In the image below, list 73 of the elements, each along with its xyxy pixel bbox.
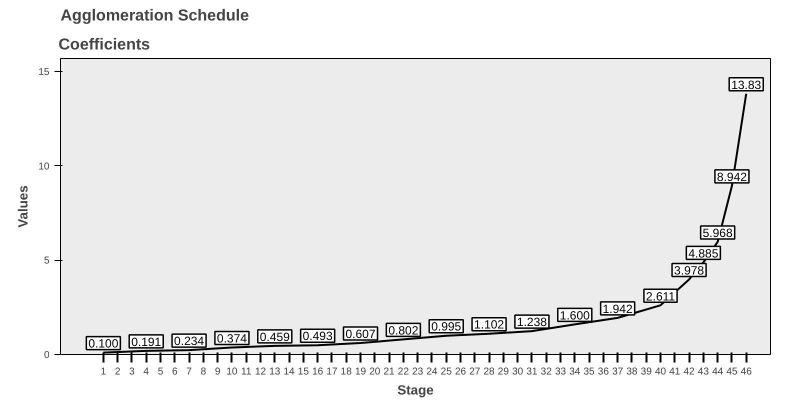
x-tick-label: 24 bbox=[426, 366, 438, 378]
x-tick-label: 22 bbox=[398, 366, 410, 378]
y-tick-label: 10 bbox=[38, 161, 50, 172]
x-tick-label: 23 bbox=[412, 366, 424, 378]
x-tick-label: 8 bbox=[200, 366, 207, 378]
data-label: 1.600 bbox=[560, 308, 590, 322]
x-tick-label: 36 bbox=[598, 366, 610, 378]
y-tick-label: 15 bbox=[38, 67, 50, 78]
x-tick-label: 12 bbox=[254, 366, 266, 378]
data-label: 2.611 bbox=[646, 289, 676, 304]
data-label: 0.234 bbox=[174, 334, 204, 348]
x-tick-label: 38 bbox=[626, 366, 638, 378]
x-tick-label: 37 bbox=[612, 366, 624, 378]
x-tick-label: 9 bbox=[214, 366, 221, 378]
x-tick-label: 27 bbox=[469, 366, 481, 378]
y-tick-label: 5 bbox=[44, 256, 50, 267]
x-tick-label: 20 bbox=[369, 366, 381, 378]
data-label: 0.100 bbox=[88, 336, 119, 351]
data-label: 13.83 bbox=[731, 78, 762, 92]
x-tick-label: 10 bbox=[226, 366, 238, 378]
chart-title: Agglomeration Schedule bbox=[60, 8, 250, 24]
data-label: 0.459 bbox=[260, 330, 290, 344]
x-tick-label: 44 bbox=[712, 366, 724, 378]
data-label: 1.942 bbox=[602, 302, 633, 316]
x-tick-label: 40 bbox=[654, 366, 666, 378]
data-label: 4.885 bbox=[688, 246, 719, 260]
data-label: 0.191 bbox=[131, 334, 162, 349]
x-tick-label: 30 bbox=[512, 366, 524, 378]
x-tick-label: 33 bbox=[554, 366, 566, 378]
data-label: 0.607 bbox=[345, 327, 376, 342]
data-label: 8.942 bbox=[716, 170, 748, 184]
data-label: 0.374 bbox=[216, 331, 248, 346]
x-tick-label: 5 bbox=[158, 366, 164, 378]
x-tick-label: 3 bbox=[129, 366, 136, 378]
x-tick-label: 17 bbox=[326, 366, 338, 378]
data-label: 0.802 bbox=[388, 323, 419, 338]
data-label: 0.493 bbox=[302, 329, 333, 344]
x-tick-label: 7 bbox=[186, 366, 192, 378]
data-label: 1.238 bbox=[516, 315, 548, 330]
x-tick-label: 35 bbox=[584, 366, 596, 378]
x-tick-label: 28 bbox=[484, 366, 496, 378]
x-tick-label: 32 bbox=[540, 366, 552, 378]
x-tick-label: 41 bbox=[669, 366, 681, 378]
x-tick-label: 14 bbox=[284, 366, 296, 378]
x-tick-label: 4 bbox=[143, 366, 150, 378]
x-tick-label: 2 bbox=[114, 366, 121, 378]
x-tick-label: 29 bbox=[498, 366, 510, 378]
x-tick-label: 46 bbox=[740, 366, 752, 378]
x-tick-label: 39 bbox=[640, 366, 652, 378]
x-tick-label: 21 bbox=[384, 366, 396, 378]
x-tick-label: 31 bbox=[526, 366, 538, 378]
x-tick-label: 13 bbox=[269, 366, 281, 378]
data-label: 1.102 bbox=[474, 318, 504, 332]
x-tick-label: 43 bbox=[698, 366, 710, 378]
y-axis-title: Values bbox=[15, 185, 30, 228]
x-tick-label: 6 bbox=[172, 366, 178, 378]
data-label: 0.995 bbox=[431, 320, 462, 334]
x-tick-label: 15 bbox=[298, 366, 310, 378]
x-tick-label: 45 bbox=[726, 366, 738, 378]
x-tick-label: 19 bbox=[354, 366, 366, 378]
x-tick-label: 34 bbox=[569, 366, 581, 378]
x-tick-label: 16 bbox=[312, 366, 324, 378]
data-label: 3.978 bbox=[674, 264, 704, 278]
x-tick-label: 1 bbox=[100, 366, 107, 378]
x-tick-label: 25 bbox=[440, 366, 452, 378]
x-tick-label: 11 bbox=[241, 366, 252, 378]
x-tick-label: 18 bbox=[340, 366, 352, 378]
x-tick-label: 42 bbox=[684, 366, 696, 378]
chart-subtitle: Coefficients bbox=[58, 36, 150, 54]
x-axis-title: Stage bbox=[397, 382, 434, 398]
x-tick-label: 26 bbox=[454, 366, 466, 378]
y-tick-label: 0 bbox=[44, 350, 50, 361]
data-label: 5.968 bbox=[702, 226, 733, 240]
